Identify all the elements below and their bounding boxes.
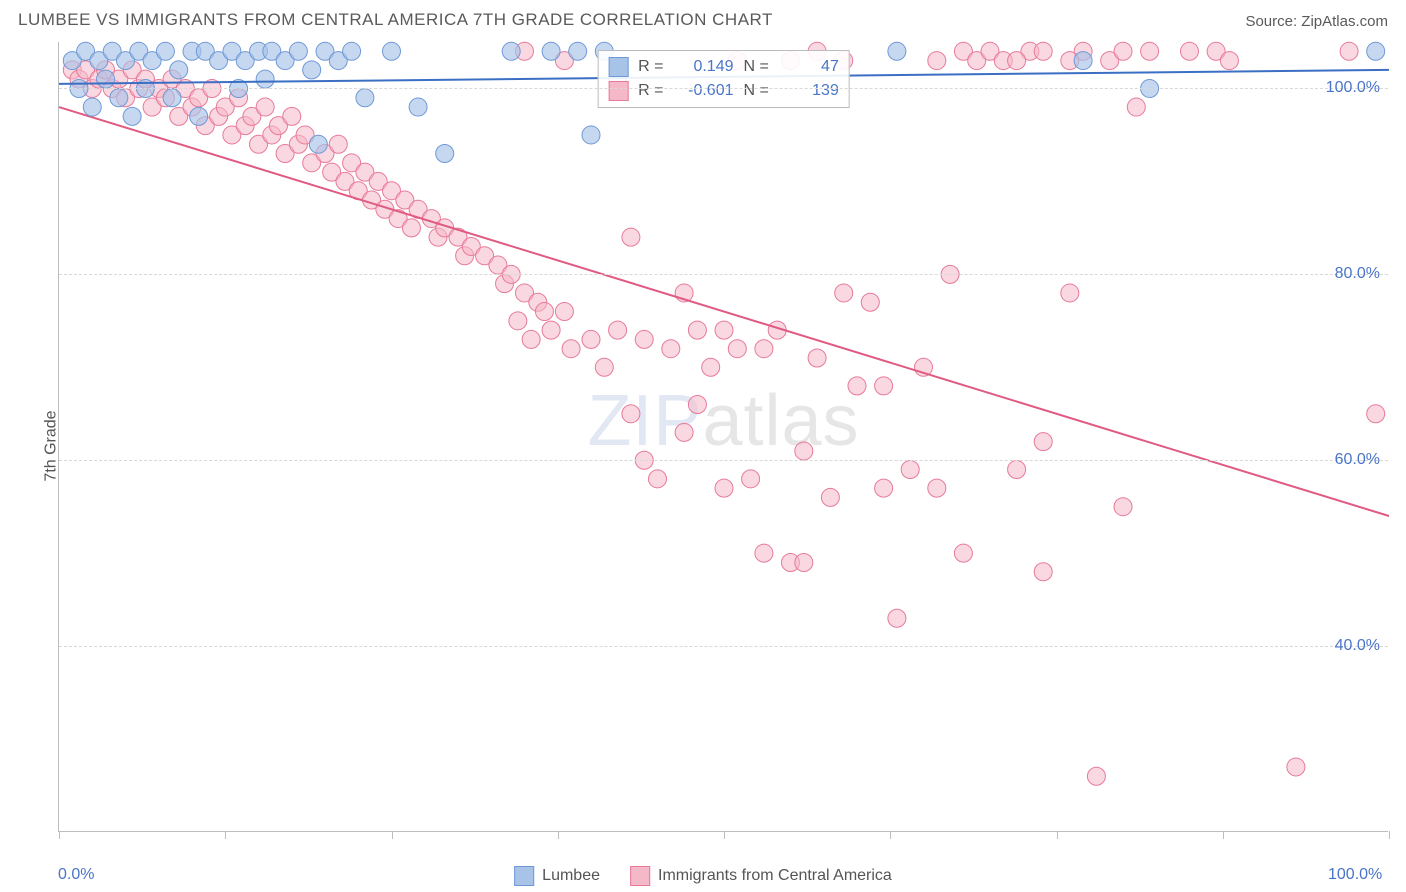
x-tick [225, 831, 226, 839]
chart-plot-area: ZIPatlas R = 0.149 N = 47 R = -0.601 N =… [58, 42, 1388, 832]
legend-row-lumbee: R = 0.149 N = 47 [608, 55, 839, 79]
swatch-lumbee-bottom [514, 866, 534, 886]
legend-correlation-box: R = 0.149 N = 47 R = -0.601 N = 139 [597, 50, 850, 108]
gridline [59, 88, 1388, 89]
y-tick-label: 40.0% [1335, 637, 1380, 655]
n-label: N = [744, 79, 769, 103]
r-label: R = [638, 79, 663, 103]
gridline [59, 274, 1388, 275]
x-tick [59, 831, 60, 839]
x-tick-label: 0.0% [58, 866, 94, 884]
r-label: R = [638, 55, 663, 79]
x-tick [558, 831, 559, 839]
swatch-immigrants-bottom [630, 866, 650, 886]
x-tick [724, 831, 725, 839]
immigrants-label: Immigrants from Central America [658, 867, 892, 885]
x-tick [392, 831, 393, 839]
y-tick-label: 80.0% [1335, 265, 1380, 283]
gridline [59, 646, 1388, 647]
lumbee-label: Lumbee [542, 867, 600, 885]
legend-bottom: Lumbee Immigrants from Central America [514, 866, 892, 886]
y-tick-label: 60.0% [1335, 451, 1380, 469]
swatch-immigrants [608, 81, 628, 101]
x-tick-label: 100.0% [1328, 866, 1382, 884]
lumbee-r-value: 0.149 [674, 55, 734, 79]
immigrants-n-value: 139 [779, 79, 839, 103]
chart-title: LUMBEE VS IMMIGRANTS FROM CENTRAL AMERIC… [18, 10, 773, 30]
x-tick [1223, 831, 1224, 839]
legend-item-lumbee: Lumbee [514, 866, 600, 886]
legend-row-immigrants: R = -0.601 N = 139 [608, 79, 839, 103]
x-tick [890, 831, 891, 839]
swatch-lumbee [608, 57, 628, 77]
chart-svg [59, 42, 1388, 831]
x-tick [1057, 831, 1058, 839]
lumbee-n-value: 47 [779, 55, 839, 79]
immigrants-r-value: -0.601 [674, 79, 734, 103]
x-tick [1389, 831, 1390, 839]
legend-item-immigrants: Immigrants from Central America [630, 866, 892, 886]
source-label: Source: ZipAtlas.com [1245, 13, 1388, 30]
n-label: N = [744, 55, 769, 79]
y-tick-label: 100.0% [1326, 79, 1380, 97]
gridline [59, 460, 1388, 461]
